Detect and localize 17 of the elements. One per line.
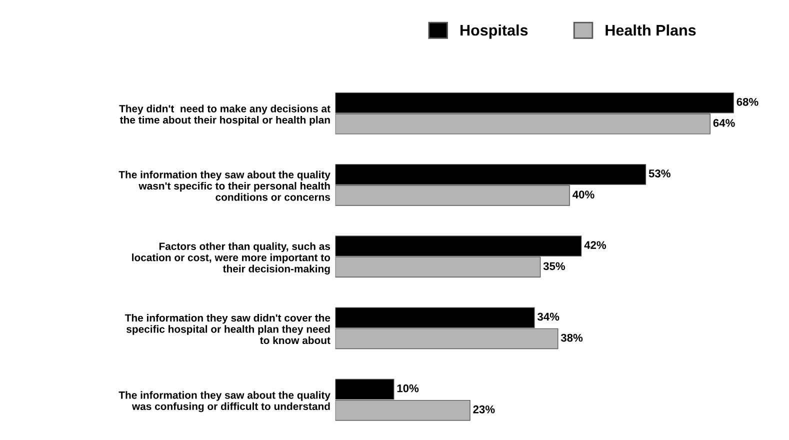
legend-label: Hospitals: [460, 24, 528, 39]
data-label: 53%: [648, 170, 670, 178]
data-label: 40%: [572, 190, 594, 198]
data-label: 10%: [397, 384, 419, 392]
y-tick-label: The information they saw about the quality was confusing or difficult to understand: [118, 391, 330, 412]
data-label: 23%: [473, 405, 495, 414]
y-tick-label: Factors other than quality, such as location or cost, were more important to their decision-making: [132, 242, 330, 275]
legend-label: Health Plans: [606, 24, 696, 36]
data-label: 35%: [543, 262, 566, 270]
data-label: 38%: [560, 334, 583, 342]
data-label: 34%: [537, 312, 560, 321]
data-label: 64%: [713, 119, 735, 127]
y-tick-label: They didn't need to make any decisions at the time about their hospital or health plan: [119, 104, 330, 126]
y-tick-label: The information they saw didn't cover the specific hospital or health plan they need to know about: [124, 314, 330, 344]
y-tick-label: The information they saw about the quality wasn't specific to their personal health conditions or concerns: [118, 170, 330, 201]
data-label: 42%: [584, 241, 606, 250]
data-label: 68%: [736, 98, 758, 106]
